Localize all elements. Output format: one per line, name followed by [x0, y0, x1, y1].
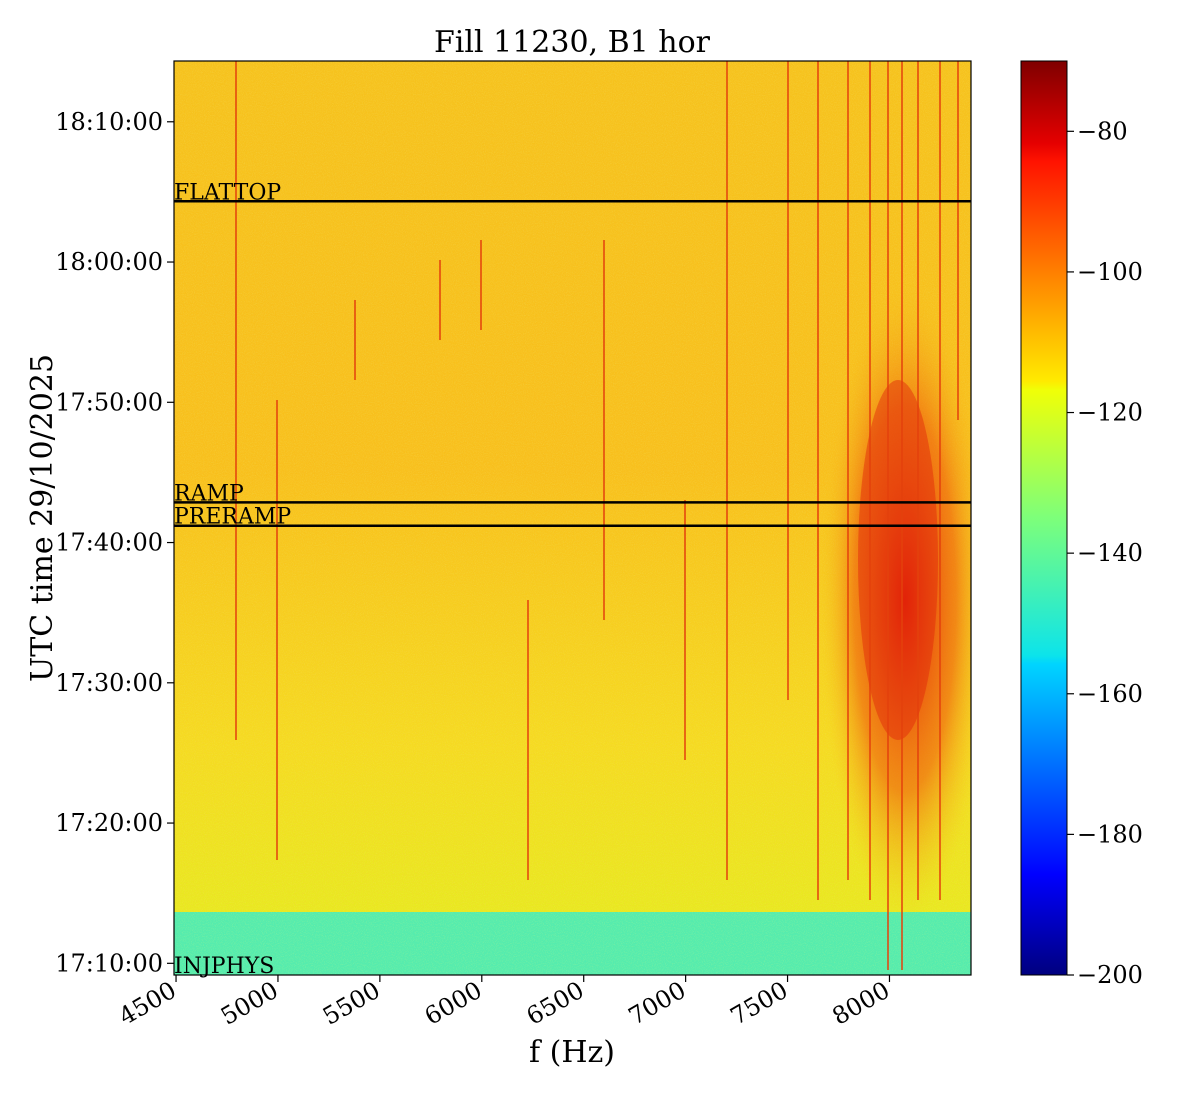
colorbar-gradient [1020, 60, 1068, 976]
colorbar-ticks: −80 −100 −120 −140 −160 −180 −200 [1067, 117, 1143, 989]
x-tick-label: 7000 [624, 976, 691, 1031]
colorbar: −80 −100 −120 −140 −160 −180 −200 [1020, 60, 1143, 989]
x-tick-label: 5000 [216, 976, 283, 1031]
x-tick-label: 6500 [522, 976, 589, 1031]
y-tick-label: 17:40:00 [55, 529, 163, 557]
colorbar-tick-label: −100 [1077, 258, 1143, 286]
colorbar-tick-label: −80 [1077, 117, 1128, 145]
phase-label-flattop: FLATTOP [174, 180, 281, 205]
colorbar-tick-label: −140 [1077, 539, 1143, 567]
quiet-band-texture [174, 912, 971, 975]
y-tick-label: 17:10:00 [55, 949, 163, 977]
phase-label-injphys: INJPHYS [174, 954, 274, 979]
plot-area [174, 61, 971, 975]
y-tick-label: 17:30:00 [55, 669, 163, 697]
y-tick-label: 18:10:00 [55, 108, 163, 136]
colorbar-tick-label: −160 [1077, 680, 1143, 708]
colorbar-tick-label: −120 [1077, 399, 1143, 427]
x-tick-label: 4500 [114, 976, 181, 1031]
x-axis-label: f (Hz) [529, 1035, 615, 1070]
chart-title: Fill 11230, B1 hor [434, 25, 711, 60]
phase-label-preramp: PRERAMP [174, 505, 291, 530]
y-tick-label: 17:20:00 [55, 809, 163, 837]
y-axis-ticks: 17:10:00 17:20:00 17:30:00 17:40:00 17:50:00… [55, 108, 174, 977]
phase-label-ramp: RAMP [174, 481, 244, 506]
x-axis-ticks: 4500 5000 5500 6000 6500 7000 7500 8000 [114, 975, 894, 1031]
colorbar-tick-label: −200 [1077, 961, 1143, 989]
x-tick-label: 6000 [420, 976, 487, 1031]
hot-region [820, 280, 971, 920]
x-tick-label: 8000 [828, 976, 895, 1031]
y-tick-label: 18:00:00 [55, 248, 163, 276]
colorbar-tick-label: −180 [1077, 820, 1143, 848]
plot-frame [173, 60, 972, 976]
x-tick-label: 5500 [318, 976, 385, 1031]
x-tick-label: 7500 [726, 976, 793, 1031]
y-tick-label: 17:50:00 [55, 388, 163, 416]
y-axis-label: UTC time 29/10/2025 [25, 354, 60, 682]
